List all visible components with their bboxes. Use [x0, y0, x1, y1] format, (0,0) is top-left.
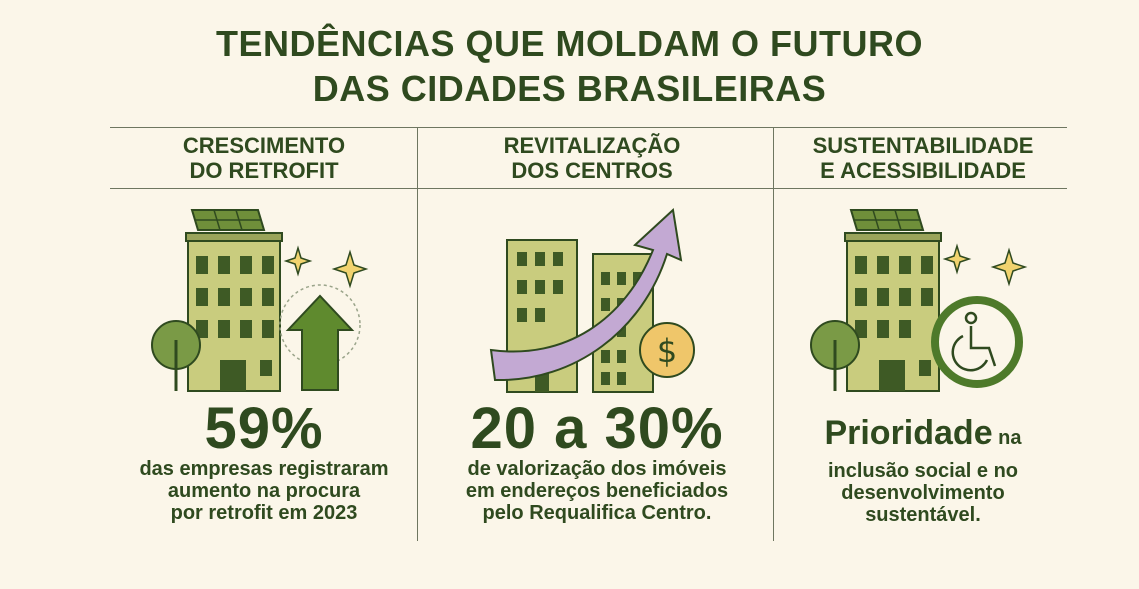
sustainability-illustration — [810, 209, 1028, 392]
sparkle-icon — [942, 243, 1028, 287]
wheelchair-icon — [931, 296, 1023, 388]
curved-arrow-icon — [489, 208, 683, 382]
priority-suffix: na — [992, 427, 1022, 449]
divider-column-1 — [417, 127, 418, 541]
retrofit-illustration — [151, 209, 369, 392]
dollar-coin-icon: $ — [639, 322, 695, 378]
revitalization-stat: 20 a 30% — [470, 396, 724, 461]
sustainability-description: inclusão social e no desenvolvimento sus… — [827, 460, 1019, 526]
retrofit-stat: 59% — [204, 396, 324, 461]
priority-word: Prioridade — [824, 414, 993, 452]
retrofit-description: das empresas registraram aumento na proc… — [139, 458, 389, 524]
page-title-line1: TENDÊNCIAS QUE MOLDAM O FUTURO — [216, 23, 923, 64]
revitalization-illustration: $ — [489, 208, 695, 393]
sustainability-stat: Prioridade na — [773, 416, 1073, 450]
solar-panel-icon — [849, 209, 925, 231]
building-icon — [185, 232, 283, 392]
divider-column-2 — [773, 127, 774, 541]
divider-top — [110, 127, 1067, 128]
revitalization-description: de valorização dos imóveis em endereços … — [465, 458, 729, 524]
up-arrow-icon — [285, 294, 355, 391]
sparkle-icon — [283, 245, 369, 289]
column-1-heading: CRESCIMENTO DO RETROFIT — [182, 133, 346, 183]
tree-icon — [810, 320, 860, 391]
tree-icon — [151, 320, 201, 391]
divider-header-bottom — [110, 188, 1067, 189]
solar-panel-icon — [190, 209, 266, 231]
svg-text:$: $ — [657, 332, 677, 370]
building-icon — [844, 232, 942, 392]
column-2-heading: REVITALIZAÇÃO DOS CENTROS — [503, 133, 681, 183]
page-title-line2: DAS CIDADES BRASILEIRAS — [312, 68, 827, 109]
column-3-heading: SUSTENTABILIDADE E ACESSIBILIDADE — [812, 133, 1034, 183]
